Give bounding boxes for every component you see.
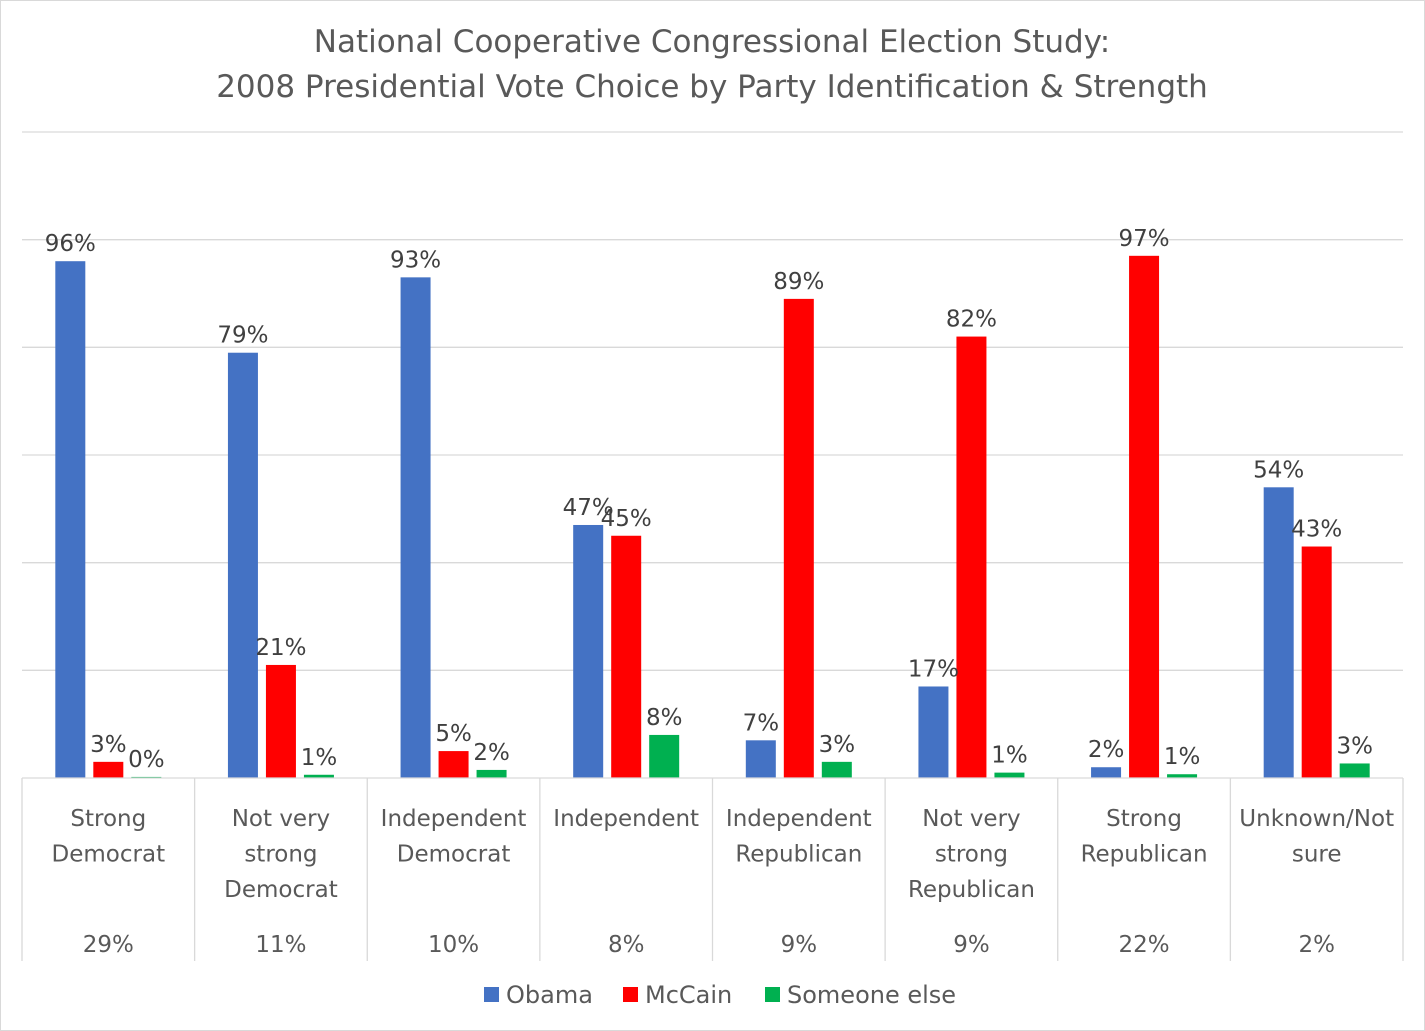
bar-mccain [1301, 546, 1332, 778]
data-label-obama: 2% [1088, 737, 1125, 763]
bar-someone-else [994, 772, 1025, 778]
bar-obama [55, 261, 86, 778]
category-label: Strong [70, 806, 146, 832]
data-label-someone-else: 8% [646, 705, 683, 731]
category-label: Democrat [224, 877, 338, 903]
bar-mccain [783, 298, 814, 778]
bar-obama [227, 352, 258, 778]
data-label-mccain: 45% [601, 506, 652, 532]
data-label-obama: 47% [563, 495, 614, 521]
data-label-mccain: 3% [90, 732, 127, 758]
category-label: Democrat [397, 842, 511, 868]
category-share: 9% [781, 932, 818, 958]
data-label-obama: 54% [1253, 457, 1304, 483]
category-label: Democrat [52, 842, 166, 868]
category-label: Republican [908, 877, 1035, 903]
chart-title-line-2: 2008 Presidential Vote Choice by Party I… [216, 69, 1208, 105]
bar-obama [745, 740, 776, 778]
bar-mccain [956, 336, 987, 778]
category-share: 10% [428, 932, 479, 958]
bar-obama [400, 277, 431, 778]
category-label: Unknown/Not [1239, 806, 1394, 832]
data-label-mccain: 5% [435, 721, 472, 747]
data-label-obama: 79% [217, 323, 268, 349]
bar-obama [573, 524, 604, 778]
legend-label-obama: Obama [506, 981, 593, 1009]
category-label: Independent [553, 806, 699, 832]
category-share: 9% [953, 932, 990, 958]
legend-label-someone-else: Someone else [787, 981, 956, 1009]
data-label-mccain: 89% [773, 269, 824, 295]
chart-title-line-1: National Cooperative Congressional Elect… [314, 24, 1110, 60]
data-label-mccain: 21% [255, 635, 306, 661]
category-label: Not very [232, 806, 330, 832]
category-label: Republican [735, 842, 862, 868]
legend: Obama McCain Someone else [484, 981, 956, 1009]
bar-mccain [438, 751, 469, 778]
legend-label-mccain: McCain [645, 981, 732, 1009]
bar-someone-else [821, 761, 852, 778]
data-label-obama: 96% [45, 231, 96, 257]
legend-swatch-obama [484, 987, 499, 1002]
category-label: strong [935, 842, 1008, 868]
category-share: 11% [255, 932, 306, 958]
category-share: 29% [83, 932, 134, 958]
category-share: 22% [1119, 932, 1170, 958]
legend-swatch-mccain [623, 987, 638, 1002]
category-label: Independent [726, 806, 872, 832]
data-label-someone-else: 3% [819, 732, 856, 758]
bar-someone-else [303, 774, 334, 778]
legend-swatch-someone-else [765, 987, 780, 1002]
data-label-mccain: 82% [946, 307, 997, 333]
data-labels: 96% 79% 93% 47% 7% 17% 2% 54% 3% 21% 5% 45% 89% 82% 97… [45, 226, 1373, 773]
bar-someone-else [649, 734, 680, 778]
bar-mccain [1129, 255, 1160, 779]
category-label: Strong [1106, 806, 1182, 832]
category-label: sure [1292, 842, 1342, 868]
data-label-someone-else: 3% [1336, 733, 1373, 759]
data-label-someone-else: 1% [301, 745, 338, 771]
bars [55, 255, 1370, 779]
data-label-obama: 17% [908, 656, 959, 682]
x-axis [21, 777, 1404, 961]
category-share: 2% [1298, 932, 1335, 958]
data-label-obama: 7% [743, 710, 780, 736]
bar-someone-else [476, 769, 507, 778]
bar-mccain [93, 761, 124, 778]
bar-obama [1263, 487, 1294, 778]
data-label-mccain: 97% [1119, 226, 1170, 252]
category-label: Republican [1081, 842, 1208, 868]
data-label-someone-else: 1% [991, 743, 1028, 769]
bar-obama [1091, 767, 1122, 778]
category-label: strong [244, 842, 317, 868]
data-label-someone-else: 0% [128, 747, 165, 773]
bar-someone-else [1167, 774, 1198, 778]
data-label-someone-else: 2% [473, 740, 510, 766]
category-labels: Strong Democrat 29% Not very strong Democrat 1… [52, 806, 1395, 958]
bar-mccain [265, 664, 296, 778]
bar-someone-else [1339, 763, 1370, 778]
category-label: Not very [922, 806, 1020, 832]
bar-mccain [611, 535, 642, 778]
category-label: Independent [381, 806, 527, 832]
data-label-mccain: 43% [1291, 517, 1342, 543]
bar-obama [918, 686, 949, 778]
category-share: 8% [608, 932, 645, 958]
data-label-obama: 93% [390, 247, 441, 273]
data-label-someone-else: 1% [1164, 744, 1201, 770]
